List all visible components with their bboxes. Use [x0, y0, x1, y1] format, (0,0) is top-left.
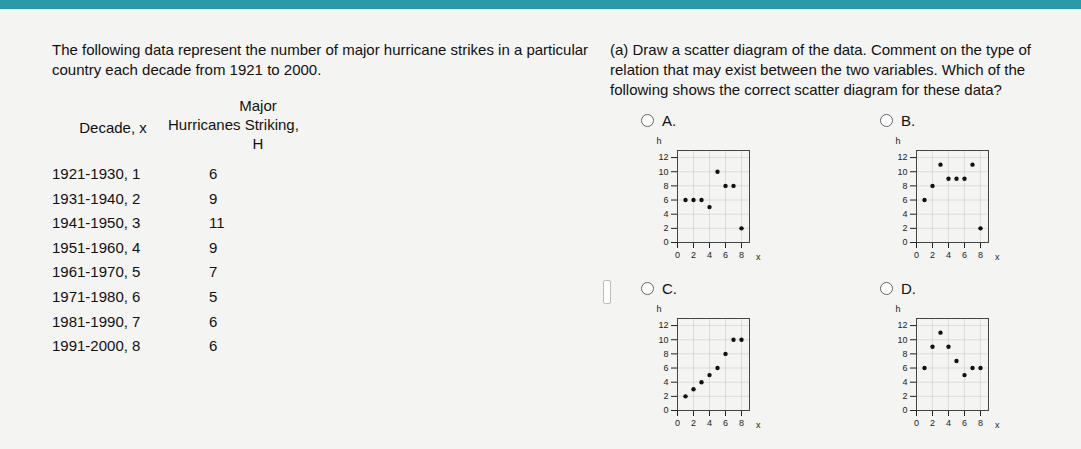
svg-text:2: 2 [902, 391, 907, 401]
html-text:1981-1990, 7: 1981-1990, 7 [52, 312, 141, 330]
html-text:(a) Draw a scatter diagram of: (a) Draw a scatter diagram of the data. … [610, 41, 1031, 98]
html-text:6: 6 [209, 337, 218, 355]
html-text:1961-1970, 5: 1961-1970, 5 [52, 263, 141, 281]
svg-text:x: x [756, 252, 761, 262]
html-text:1991-2000, 8: 1991-2000, 8 [52, 337, 141, 355]
svg-text:8: 8 [978, 418, 983, 428]
html-text:5: 5 [209, 288, 218, 305]
svg-text:10: 10 [897, 335, 907, 345]
svg-text:4: 4 [707, 418, 712, 428]
svg-text:6: 6 [723, 418, 728, 428]
svg-text:6: 6 [723, 250, 728, 260]
svg-text:2: 2 [930, 250, 935, 260]
svg-text:4: 4 [902, 377, 907, 387]
html-text:Major: Major [239, 97, 277, 114]
svg-text:2: 2 [691, 250, 696, 260]
svg-text:8: 8 [902, 181, 907, 191]
svg-text:10: 10 [897, 167, 907, 177]
svg-text:h: h [657, 304, 662, 314]
svg-text:0: 0 [914, 250, 919, 260]
html-text:6: 6 [209, 312, 218, 330]
svg-text:h: h [896, 304, 901, 314]
html-text:1971-1980, 6: 1971-1980, 6 [52, 288, 141, 305]
svg-text:0: 0 [675, 418, 680, 428]
svg-text:4: 4 [946, 418, 951, 428]
html-text:9: 9 [209, 189, 218, 207]
svg-text:4: 4 [902, 209, 907, 219]
svg-text:8: 8 [739, 250, 744, 260]
svg-text:h: h [896, 136, 901, 146]
html-text:The following data represent t: The following data represent the number … [52, 41, 589, 78]
html-text:1941-1950, 3: 1941-1950, 3 [52, 214, 141, 232]
svg-text:0: 0 [902, 237, 907, 247]
svg-text:0: 0 [902, 405, 907, 415]
svg-text:12: 12 [658, 320, 668, 330]
svg-text:10: 10 [658, 167, 668, 177]
svg-text:4: 4 [946, 250, 951, 260]
svg-text:h: h [657, 136, 662, 146]
html-text:C.: C. [662, 280, 677, 297]
svg-text:8: 8 [663, 181, 668, 191]
svg-text:x: x [995, 252, 1000, 262]
html-text:11: 11 [209, 214, 225, 232]
svg-text:6: 6 [902, 195, 907, 205]
svg-text:2: 2 [902, 223, 907, 233]
svg-text:6: 6 [962, 418, 967, 428]
svg-text:0: 0 [675, 250, 680, 260]
html-text:A.: A. [662, 112, 677, 129]
html-text:1951-1960, 4: 1951-1960, 4 [52, 238, 141, 256]
svg-text:2: 2 [663, 391, 668, 401]
html-text:Hurricanes Striking,: Hurricanes Striking, [168, 116, 299, 133]
html-text:H: H [252, 135, 264, 152]
svg-text:4: 4 [663, 209, 668, 219]
html-text:B.: B. [901, 112, 916, 129]
html-text:Decade, x: Decade, x [79, 119, 147, 136]
svg-text:4: 4 [663, 377, 668, 387]
html-text:6: 6 [209, 165, 218, 182]
html-text:D.: D. [901, 280, 916, 297]
svg-text:0: 0 [663, 237, 668, 247]
svg-text:12: 12 [897, 152, 907, 162]
svg-text:12: 12 [897, 320, 907, 330]
html-text:1921-1930, 1: 1921-1930, 1 [52, 165, 141, 182]
html-text:7: 7 [209, 263, 218, 281]
svg-text:4: 4 [707, 250, 712, 260]
svg-text:8: 8 [902, 349, 907, 359]
svg-text:6: 6 [663, 363, 668, 373]
svg-text:x: x [995, 420, 1000, 430]
svg-text:0: 0 [914, 418, 919, 428]
svg-text:2: 2 [930, 418, 935, 428]
svg-text:6: 6 [902, 363, 907, 373]
svg-text:6: 6 [663, 195, 668, 205]
svg-text:8: 8 [663, 349, 668, 359]
html-text:9: 9 [209, 238, 218, 256]
svg-text:8: 8 [739, 418, 744, 428]
svg-text:0: 0 [663, 405, 668, 415]
svg-text:2: 2 [691, 418, 696, 428]
svg-text:12: 12 [658, 152, 668, 162]
svg-text:10: 10 [658, 335, 668, 345]
svg-text:6: 6 [962, 250, 967, 260]
html-text:1931-1940, 2: 1931-1940, 2 [52, 189, 141, 207]
svg-text:2: 2 [663, 223, 668, 233]
svg-text:x: x [756, 420, 761, 430]
svg-text:8: 8 [978, 250, 983, 260]
